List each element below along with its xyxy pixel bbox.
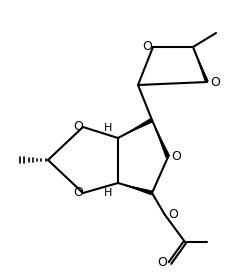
Text: O: O	[73, 120, 83, 133]
Text: O: O	[209, 76, 219, 89]
Text: O: O	[73, 186, 83, 199]
Text: O: O	[170, 150, 180, 164]
Text: H: H	[103, 123, 112, 133]
Polygon shape	[151, 120, 170, 158]
Polygon shape	[118, 183, 152, 196]
Polygon shape	[118, 118, 153, 138]
Polygon shape	[192, 47, 208, 83]
Text: O: O	[167, 208, 177, 221]
Text: H: H	[103, 188, 112, 198]
Text: O: O	[141, 40, 151, 54]
Text: O: O	[156, 257, 166, 269]
